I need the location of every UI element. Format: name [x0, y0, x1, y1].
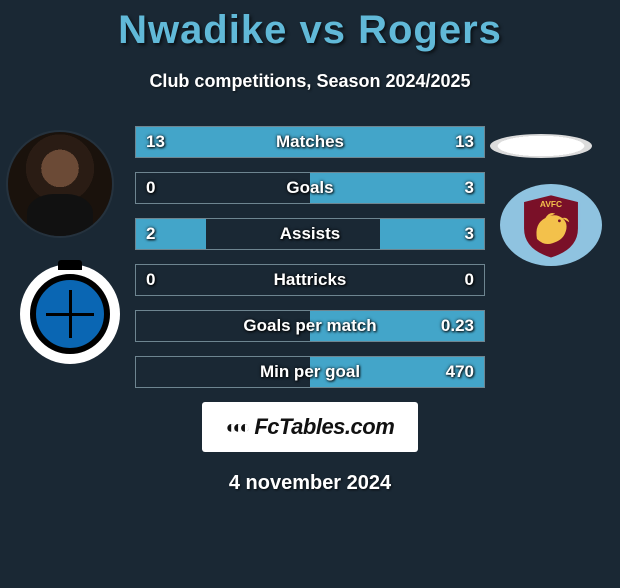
stat-value-right: 470: [446, 362, 474, 382]
stat-bar: 0 Hattricks 0: [135, 264, 485, 296]
player-right-avatar: [490, 134, 592, 158]
stat-value-left: 0: [146, 178, 155, 198]
stat-bar: Goals per match 0.23: [135, 310, 485, 342]
club-left-badge: [20, 264, 120, 364]
page-title: Nwadike vs Rogers: [0, 8, 620, 53]
avfc-text: AVFC: [540, 199, 562, 209]
date-label: 4 november 2024: [0, 472, 620, 495]
stat-label: Min per goal: [260, 362, 360, 382]
stat-label: Goals: [286, 178, 333, 198]
stat-bar: Min per goal 470: [135, 356, 485, 388]
source-logo: ◐◐◐ FcTables.com: [202, 402, 418, 452]
bar-fill-right: [310, 173, 484, 203]
stat-value-left: 0: [146, 270, 155, 290]
stat-bar: 2 Assists 3: [135, 218, 485, 250]
stats-bars: 13 Matches 13 0 Goals 3 2 Assists 3 0 Hattricks 0 Go…: [135, 126, 485, 388]
stat-bar: 13 Matches 13: [135, 126, 485, 158]
stat-value-right: 0: [465, 270, 474, 290]
stat-label: Goals per match: [243, 316, 376, 336]
title-vs: vs: [299, 8, 346, 52]
title-player-right: Rogers: [358, 8, 502, 52]
logo-text: FcTables.com: [254, 414, 394, 440]
club-right-badge: AVFC: [500, 184, 602, 266]
stat-label: Hattricks: [274, 270, 347, 290]
stat-value-right: 13: [455, 132, 474, 152]
stat-label: Matches: [276, 132, 344, 152]
title-player-left: Nwadike: [118, 8, 287, 52]
avfc-shield-icon: AVFC: [516, 190, 586, 260]
player-left-avatar: [8, 132, 112, 236]
stat-value-right: 0.23: [441, 316, 474, 336]
stat-label: Assists: [280, 224, 340, 244]
stat-bar: 0 Goals 3: [135, 172, 485, 204]
stat-value-right: 3: [465, 224, 474, 244]
logo-rings-icon: ◐◐◐: [226, 417, 247, 438]
stat-value-left: 13: [146, 132, 165, 152]
subtitle: Club competitions, Season 2024/2025: [0, 71, 620, 92]
stat-value-left: 2: [146, 224, 155, 244]
stat-value-right: 3: [465, 178, 474, 198]
